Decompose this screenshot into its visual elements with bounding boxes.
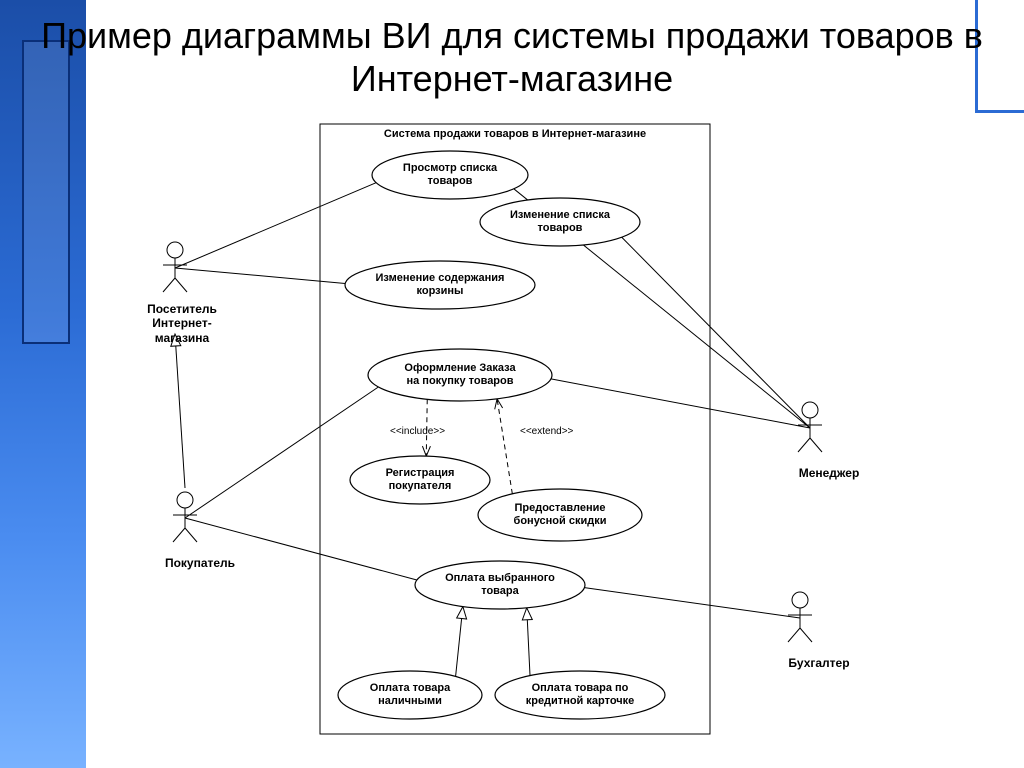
edge-assoc-2 [185, 387, 378, 518]
usecase-bonus [478, 489, 642, 541]
edge-gen-actor-8 [175, 334, 185, 488]
slide: Пример диаграммы ВИ для системы продажи … [0, 0, 1024, 768]
edge-gen-uc-12 [527, 608, 530, 676]
usecase-edit_cart [345, 261, 535, 309]
actor-label-buyer: Покупатель [155, 556, 245, 570]
actor-manager [798, 402, 822, 452]
edge-gen-uc-11 [456, 607, 463, 677]
page-title: Пример диаграммы ВИ для системы продажи … [0, 14, 1024, 100]
edge-assoc-5 [622, 237, 810, 428]
actor-label-visitor: ПосетительИнтернет-магазина [137, 302, 227, 345]
edge-extend-10 [497, 399, 512, 494]
usecase-place_order [368, 349, 552, 401]
actor-label-manager: Менеджер [784, 466, 874, 480]
edge-assoc-6 [551, 379, 810, 428]
decor-left-bar [0, 0, 86, 768]
edge-assoc-7 [584, 588, 800, 618]
edge-assoc-0 [175, 183, 376, 268]
usecase-pay_card [495, 671, 665, 719]
actor-label-accountant: Бухгалтер [774, 656, 864, 670]
usecase-pay [415, 561, 585, 609]
edge-assoc-3 [185, 518, 417, 580]
actor-visitor [163, 242, 187, 292]
usecase-view_list [372, 151, 528, 199]
stereotype-include-9: <<include>> [390, 426, 445, 437]
usecase-edit_list [480, 198, 640, 246]
actor-buyer [173, 492, 197, 542]
usecase-pay_cash [338, 671, 482, 719]
stereotype-extend-10: <<extend>> [520, 426, 573, 437]
usecase-register [350, 456, 490, 504]
use-case-diagram: Система продажи товаров в Интернет-магаз… [120, 120, 920, 740]
